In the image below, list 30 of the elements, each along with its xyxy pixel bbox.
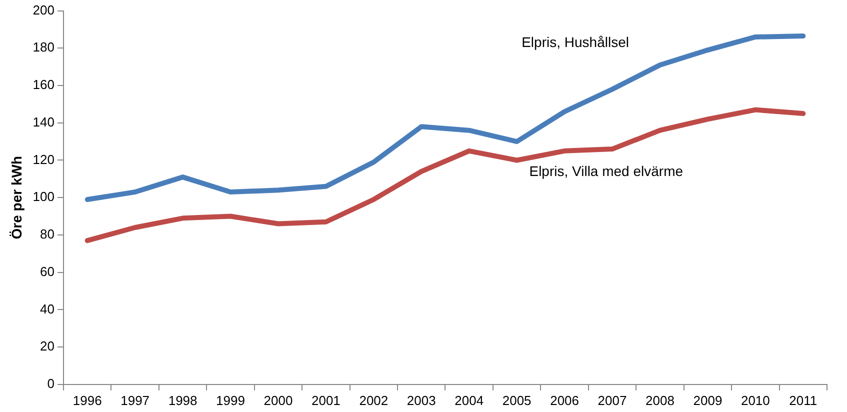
y-tick-label: 40	[40, 301, 54, 316]
x-tick-label: 1998	[168, 392, 198, 408]
y-tick-label: 120	[32, 152, 54, 167]
y-tick-label: 200	[32, 2, 54, 18]
series-label: Elpris, Villa med elvärme	[529, 163, 684, 180]
x-tick-label: 2009	[693, 392, 722, 408]
x-tick-label: 2011	[789, 392, 818, 408]
x-tick-label: 2006	[550, 392, 580, 408]
x-tick-label: 1997	[120, 392, 150, 408]
y-tick-label: 160	[32, 77, 54, 92]
series-label: Elpris, Hushållsel	[522, 34, 629, 50]
y-tick-label: 0	[47, 376, 54, 391]
x-tick-label: 2010	[740, 392, 770, 408]
x-tick-label: 2000	[264, 392, 293, 408]
y-tick-label: 80	[40, 226, 54, 242]
y-tick-label: 100	[32, 189, 54, 204]
y-tick-label: 20	[40, 338, 54, 354]
x-tick-label: 2002	[359, 392, 388, 408]
y-tick-label: 60	[40, 264, 54, 279]
x-tick-label: 2004	[454, 392, 484, 408]
x-tick-label: 2007	[598, 392, 627, 408]
x-tick-label: 2008	[646, 392, 674, 408]
x-tick-label: 2003	[406, 392, 436, 408]
y-axis-title: Öre per kWh	[8, 156, 24, 240]
x-tick-label: 1996	[72, 392, 102, 408]
y-tick-label: 180	[32, 40, 54, 55]
x-tick-label: 2001	[311, 392, 340, 408]
x-tick-label: 2005	[502, 392, 532, 408]
x-tick-label: 1999	[216, 392, 245, 408]
y-tick-label: 140	[32, 114, 54, 130]
